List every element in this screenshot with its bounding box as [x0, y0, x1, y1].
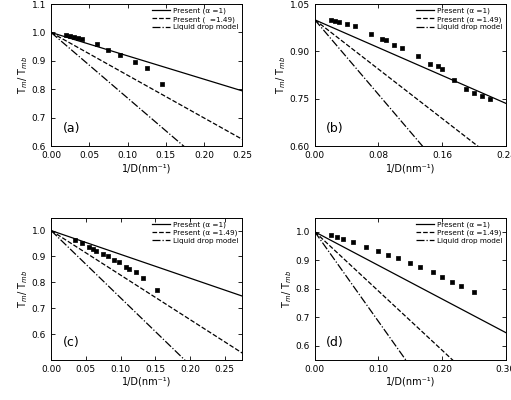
- Point: [457, 283, 466, 289]
- Legend: Present (α =1), Present (α =1.49), Liquid drop model: Present (α =1), Present (α =1.49), Liqui…: [414, 6, 504, 32]
- Point: [366, 31, 375, 37]
- Legend: Present (α =1), Present (  =1.49), Liquid drop model: Present (α =1), Present ( =1.49), Liquid…: [151, 6, 240, 32]
- Point: [382, 37, 390, 44]
- Point: [390, 42, 399, 48]
- Point: [66, 33, 74, 39]
- X-axis label: 1/D(nm⁻¹): 1/D(nm⁻¹): [386, 163, 435, 173]
- Y-axis label: T$_m$/ T$_{mb}$: T$_m$/ T$_{mb}$: [17, 56, 31, 94]
- Y-axis label: T$_m$/ T$_{mb}$: T$_m$/ T$_{mb}$: [17, 270, 31, 308]
- Point: [342, 20, 351, 27]
- Point: [125, 266, 133, 272]
- Point: [70, 34, 78, 40]
- Point: [438, 274, 446, 281]
- Point: [478, 92, 486, 99]
- Point: [122, 264, 130, 270]
- Y-axis label: T$_m$/ T$_{mb}$: T$_m$/ T$_{mb}$: [274, 56, 288, 94]
- Text: (c): (c): [62, 336, 79, 349]
- Point: [470, 288, 478, 295]
- Point: [327, 232, 335, 238]
- Point: [327, 17, 335, 23]
- Point: [85, 243, 94, 250]
- Point: [462, 86, 470, 93]
- Point: [78, 36, 86, 42]
- Point: [335, 19, 343, 25]
- X-axis label: 1/D(nm⁻¹): 1/D(nm⁻¹): [122, 377, 171, 387]
- Point: [486, 96, 494, 102]
- Point: [406, 260, 414, 266]
- Point: [132, 269, 140, 275]
- Point: [429, 269, 437, 276]
- Point: [470, 90, 478, 96]
- Point: [74, 35, 82, 41]
- Point: [89, 246, 97, 252]
- Text: (d): (d): [326, 336, 344, 349]
- Point: [109, 256, 118, 263]
- Point: [62, 32, 71, 38]
- Point: [434, 62, 443, 69]
- Point: [450, 77, 458, 83]
- Point: [93, 41, 101, 48]
- Point: [138, 274, 147, 281]
- Point: [416, 264, 424, 271]
- Point: [448, 278, 456, 285]
- Point: [104, 253, 112, 260]
- Point: [339, 236, 347, 242]
- Point: [158, 80, 166, 87]
- Point: [426, 61, 434, 67]
- Point: [115, 259, 123, 265]
- Y-axis label: T$_m$/ T$_{mb}$: T$_m$/ T$_{mb}$: [281, 270, 294, 308]
- Point: [351, 23, 359, 29]
- Point: [104, 46, 112, 53]
- Point: [116, 52, 124, 58]
- Legend: Present (α =1), Present (α =1.49), Liquid drop model: Present (α =1), Present (α =1.49), Liqui…: [414, 220, 504, 246]
- Point: [384, 252, 392, 258]
- Point: [349, 239, 357, 246]
- Point: [153, 287, 161, 293]
- Point: [99, 251, 107, 258]
- Point: [438, 66, 446, 72]
- Point: [143, 65, 151, 71]
- Point: [92, 248, 100, 254]
- Text: (a): (a): [62, 122, 80, 135]
- Point: [78, 240, 86, 247]
- Point: [393, 255, 402, 261]
- Legend: Present (α =1), Present (α =1.49), Liquid drop model: Present (α =1), Present (α =1.49), Liqui…: [151, 220, 240, 246]
- Point: [362, 244, 370, 250]
- Point: [331, 18, 339, 25]
- Point: [131, 59, 140, 66]
- Point: [72, 237, 80, 244]
- Point: [375, 248, 383, 254]
- Point: [333, 234, 341, 240]
- Point: [378, 36, 386, 42]
- Point: [398, 45, 406, 52]
- X-axis label: 1/D(nm⁻¹): 1/D(nm⁻¹): [386, 377, 435, 387]
- X-axis label: 1/D(nm⁻¹): 1/D(nm⁻¹): [122, 163, 171, 173]
- Point: [414, 53, 423, 60]
- Text: (b): (b): [326, 122, 344, 135]
